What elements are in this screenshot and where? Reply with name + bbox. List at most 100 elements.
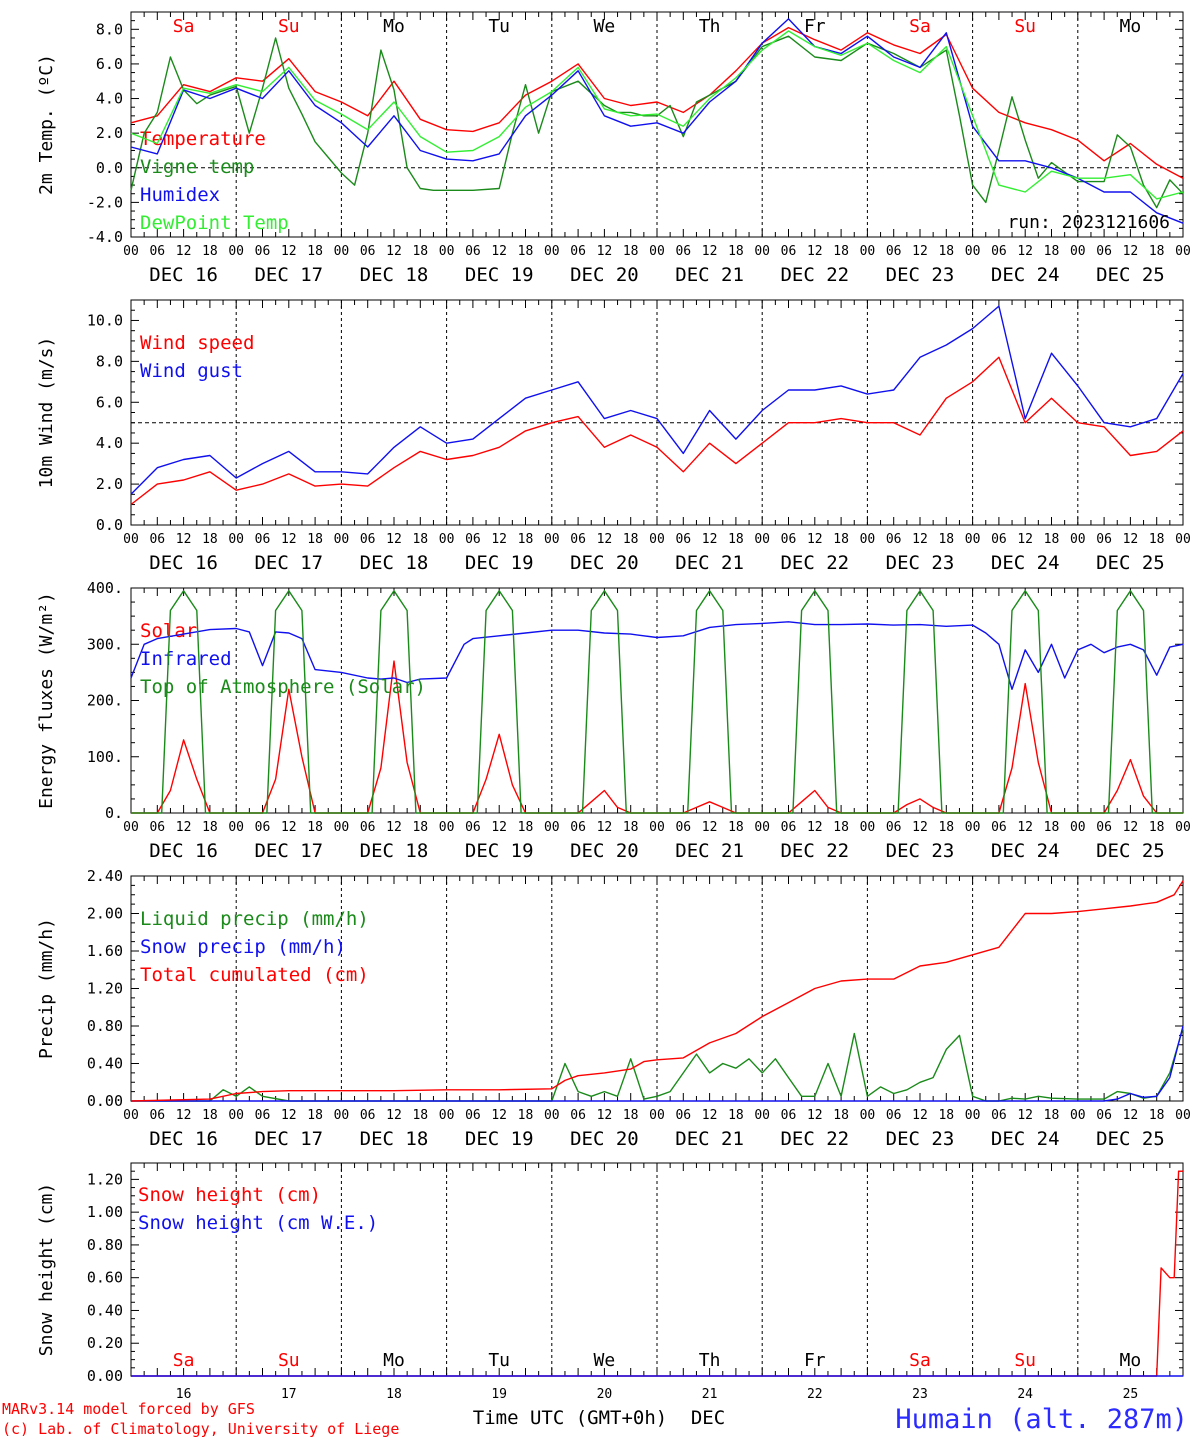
x-hour-label: 18 xyxy=(412,532,428,547)
day-label-top: Fr xyxy=(804,16,826,37)
x-hour-label: 18 xyxy=(1149,1108,1165,1123)
x-hour-label: 06 xyxy=(570,532,586,547)
x-hour-label: 18 xyxy=(1044,1108,1060,1123)
x-date-label: DEC 22 xyxy=(780,552,849,574)
x-hour-label: 06 xyxy=(465,1108,481,1123)
x-hour-label: 12 xyxy=(491,244,507,259)
x-hour-label: 06 xyxy=(781,244,797,259)
legend-entry: Temperature xyxy=(140,128,266,150)
x-day-number: 19 xyxy=(491,1387,507,1402)
x-date-label: DEC 25 xyxy=(1096,552,1165,574)
day-label-bottom: Su xyxy=(1014,1350,1036,1371)
x-date-label: DEC 18 xyxy=(360,1128,429,1150)
x-hour-label: 18 xyxy=(202,1108,218,1123)
legend-entry: Infrared xyxy=(140,648,232,670)
y-tick-label: 1.60 xyxy=(87,942,123,960)
x-hour-label: 12 xyxy=(807,532,823,547)
y-tick-label: 0.80 xyxy=(87,1017,123,1035)
x-date-label: DEC 23 xyxy=(886,552,955,574)
x-hour-label: 06 xyxy=(991,1108,1007,1123)
legend-entry: Solar xyxy=(140,620,197,642)
x-hour-label: 18 xyxy=(518,1108,534,1123)
y-axis-label: 2m Temp. (ºC) xyxy=(36,54,57,195)
x-hour-label: 06 xyxy=(991,820,1007,835)
x-hour-label: 00 xyxy=(860,244,876,259)
y-tick-label: 0. xyxy=(105,804,123,822)
x-hour-label: 00 xyxy=(1070,244,1086,259)
x-hour-label: 18 xyxy=(833,1108,849,1123)
x-hour-label: 18 xyxy=(412,820,428,835)
day-label-bottom: Mo xyxy=(1120,1350,1142,1371)
legend-entry: Wind gust xyxy=(140,360,243,382)
x-hour-label: 00 xyxy=(544,244,560,259)
day-label-bottom: Sa xyxy=(173,1350,195,1371)
plot-frame-temperature xyxy=(130,11,1184,238)
x-hour-label: 12 xyxy=(281,532,297,547)
x-hour-label: 12 xyxy=(176,820,192,835)
x-hour-label: 18 xyxy=(728,244,744,259)
x-date-label: DEC 19 xyxy=(465,840,534,862)
y-axis-label: Energy fluxes (W/m²) xyxy=(36,592,57,809)
x-hour-label: 00 xyxy=(860,1108,876,1123)
x-hour-label: 12 xyxy=(1017,1108,1033,1123)
x-date-label: DEC 19 xyxy=(465,552,534,574)
series-line-wind-gust xyxy=(130,305,1184,495)
x-hour-label: 18 xyxy=(623,532,639,547)
x-hour-label: 00 xyxy=(123,244,139,259)
x-hour-label: 18 xyxy=(938,1108,954,1123)
series-line-liquid-precip-mm-h- xyxy=(131,1027,1184,1102)
series-line-humidex xyxy=(130,18,1184,224)
x-date-label: DEC 19 xyxy=(465,264,534,286)
x-hour-label: 18 xyxy=(623,1108,639,1123)
x-hour-label: 06 xyxy=(570,244,586,259)
x-hour-label: 18 xyxy=(518,532,534,547)
x-hour-label: 12 xyxy=(1123,1108,1139,1123)
x-hour-label: 12 xyxy=(807,820,823,835)
x-hour-label: 06 xyxy=(255,1108,271,1123)
x-date-label: DEC 16 xyxy=(149,552,218,574)
x-hour-label: 18 xyxy=(1044,820,1060,835)
footer-lab-credit: (c) Lab. of Climatology, University of L… xyxy=(2,1420,399,1438)
x-date-label: DEC 23 xyxy=(886,1128,955,1150)
x-hour-label: 06 xyxy=(255,820,271,835)
x-hour-label: 00 xyxy=(965,1108,981,1123)
plot-frame-wind xyxy=(130,299,1184,526)
y-tick-label: 0.60 xyxy=(87,1269,123,1287)
x-date-label: DEC 18 xyxy=(360,840,429,862)
x-hour-label: 06 xyxy=(886,244,902,259)
x-hour-label: 06 xyxy=(991,532,1007,547)
y-tick-label: 300. xyxy=(87,635,123,653)
y-tick-label: 4.0 xyxy=(96,434,123,452)
x-hour-label: 06 xyxy=(465,532,481,547)
x-hour-label: 00 xyxy=(228,820,244,835)
x-date-label: DEC 17 xyxy=(254,552,323,574)
x-hour-label: 00 xyxy=(334,532,350,547)
x-hour-label: 12 xyxy=(176,532,192,547)
y-axis-label: Snow height (cm) xyxy=(36,1183,57,1356)
day-label-top: We xyxy=(594,16,616,37)
y-tick-label: 4.0 xyxy=(96,90,123,108)
x-hour-label: 06 xyxy=(886,532,902,547)
x-hour-label: 12 xyxy=(912,532,928,547)
x-day-number: 24 xyxy=(1017,1387,1033,1402)
y-tick-label: 100. xyxy=(87,748,123,766)
x-hour-label: 12 xyxy=(1123,820,1139,835)
x-hour-label: 12 xyxy=(912,820,928,835)
x-hour-label: 06 xyxy=(675,532,691,547)
x-hour-label: 00 xyxy=(860,820,876,835)
x-hour-label: 00 xyxy=(754,820,770,835)
x-date-label: DEC 20 xyxy=(570,840,639,862)
day-label-top: Sa xyxy=(173,16,195,37)
day-label-bottom: Th xyxy=(699,1350,721,1371)
x-hour-label: 12 xyxy=(491,820,507,835)
x-hour-label: 00 xyxy=(1175,532,1191,547)
y-tick-label: -2.0 xyxy=(87,193,123,211)
x-date-label: DEC 16 xyxy=(149,1128,218,1150)
x-hour-label: 00 xyxy=(754,532,770,547)
y-tick-label: -4.0 xyxy=(87,228,123,246)
legend-entry: Snow height (cm) xyxy=(138,1184,321,1206)
x-hour-label: 00 xyxy=(544,532,560,547)
x-hour-label: 12 xyxy=(702,244,718,259)
x-hour-label: 06 xyxy=(149,244,165,259)
x-hour-label: 18 xyxy=(307,820,323,835)
